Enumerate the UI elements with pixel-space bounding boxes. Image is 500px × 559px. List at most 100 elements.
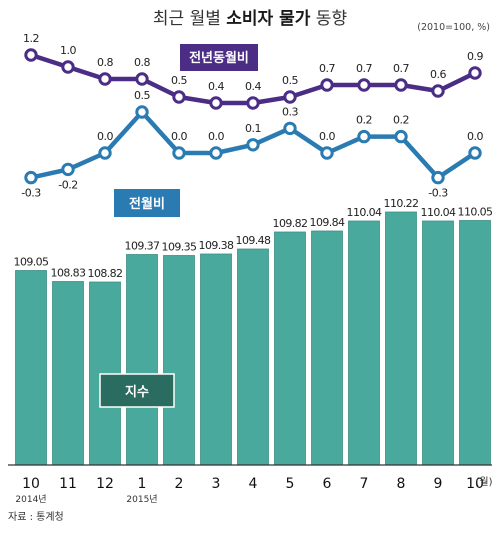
x-tick-label: 1 [138, 476, 147, 492]
month-unit: (월) [475, 476, 492, 488]
mom-point-label: -0.3 [428, 187, 448, 200]
unit-note: (2010=100, %) [417, 22, 490, 33]
index-bar-label: 110.04 [347, 206, 382, 219]
mom-point [98, 146, 112, 160]
yoy-point [283, 90, 297, 104]
mom-point [394, 129, 408, 144]
index-bar [15, 270, 47, 466]
yoy-point [394, 78, 408, 92]
yoy-point-label: 0.7 [356, 62, 372, 75]
yoy-point-label: 0.5 [171, 74, 187, 87]
yoy-point-label: 0.9 [467, 50, 483, 63]
mom-point [468, 146, 482, 160]
index-bar [348, 220, 380, 466]
index-bar [237, 248, 269, 466]
index-bar [385, 211, 417, 466]
mom-point [24, 170, 38, 185]
x-tick-label: 10 [22, 476, 40, 492]
mom-point-label: 0.5 [134, 89, 150, 102]
index-bar [311, 230, 343, 466]
index-bar [163, 255, 195, 466]
legend-yoy-label: 전년동월비 [189, 50, 249, 66]
yoy-point-label: 0.4 [208, 80, 224, 93]
yoy-point [468, 66, 482, 80]
mom-point-label: 0.0 [208, 130, 224, 143]
title-suffix: 동향 [310, 9, 347, 29]
index-bar [274, 231, 306, 466]
x-axis-ticks: 10 2014년 11 12 1 2015년 2 3 4 5 6 7 8 9 10 [15, 476, 484, 505]
index-bar-label: 109.38 [199, 239, 234, 252]
legend-index-box [99, 373, 175, 408]
legend-mom-box [114, 189, 180, 217]
yoy-point-label: 0.7 [319, 62, 335, 75]
mom-point-label: 0.0 [171, 130, 187, 143]
index-bar-label: 109.35 [162, 241, 197, 254]
yoy-series: 1.2 1.0 0.8 0.8 0.5 0.4 0.4 0.5 0.7 0.7 0.7 0.6 0.9 [23, 32, 484, 110]
mom-point-label: 0.0 [467, 130, 483, 143]
mom-point [61, 162, 75, 177]
index-bar-label: 109.48 [236, 234, 271, 247]
x-tick-year-label: 2014년 [15, 494, 46, 505]
x-tick-label: 3 [212, 476, 221, 492]
index-bar-label: 110.04 [421, 206, 456, 219]
yoy-point-label: 0.5 [282, 74, 298, 87]
yoy-point [357, 78, 371, 92]
yoy-point-label: 0.4 [245, 80, 261, 93]
x-tick-label: 7 [360, 476, 369, 492]
x-tick-label: 8 [397, 476, 406, 492]
yoy-point [61, 60, 75, 74]
mom-point-label: 0.0 [97, 130, 113, 143]
index-bar-label: 109.84 [310, 216, 345, 229]
svg-text:최근 월별 소비자 물가 동향: 최근 월별 소비자 물가 동향 [153, 9, 347, 29]
mom-point [431, 170, 445, 185]
yoy-point [24, 48, 38, 62]
mom-point [357, 129, 371, 144]
x-tick-label: 12 [96, 476, 114, 492]
legend-yoy-box [180, 44, 258, 71]
x-tick-label: 9 [434, 476, 443, 492]
index-bar [422, 220, 454, 466]
mom-point-label: 0.0 [319, 130, 335, 143]
x-tick-label: 2 [175, 476, 184, 492]
index-bar-label: 108.82 [88, 267, 123, 280]
mom-point [209, 146, 223, 160]
index-bar-label: 108.83 [51, 267, 86, 280]
mom-point [283, 121, 297, 136]
yoy-point-label: 0.8 [134, 56, 150, 69]
title-bold: 소비자 물가 [226, 9, 310, 29]
legend-yoy: 전년동월비 [180, 44, 258, 71]
yoy-point [172, 90, 186, 104]
index-bar [200, 253, 232, 466]
mom-point [135, 105, 149, 119]
mom-point-label: -0.2 [58, 178, 77, 191]
legend-mom: 전월비 [114, 189, 180, 217]
legend-index-label: 지수 [125, 385, 149, 400]
yoy-point-label: 1.2 [23, 32, 39, 45]
yoy-point [320, 78, 334, 92]
x-tick-label: 11 [59, 476, 77, 492]
index-bar [459, 220, 491, 466]
legend-mom-label: 전월비 [129, 196, 165, 212]
x-tick-label: 5 [286, 476, 295, 492]
mom-point-label: -0.3 [21, 187, 41, 200]
index-bar-label: 109.05 [14, 256, 49, 269]
mom-point [320, 146, 334, 160]
x-tick-label: 10 [466, 476, 484, 492]
mom-point-label: 0.1 [245, 122, 261, 135]
yoy-point [431, 84, 445, 98]
index-bars [15, 211, 491, 466]
index-bar-label: 110.05 [458, 206, 493, 219]
yoy-point-label: 0.7 [393, 62, 409, 75]
index-bar-label: 109.37 [125, 240, 160, 253]
mom-point-label: 0.2 [393, 114, 409, 127]
mom-point [172, 146, 186, 160]
yoy-point-label: 0.6 [430, 68, 446, 81]
x-tick-year-label: 2015년 [126, 494, 157, 505]
index-bar [126, 254, 158, 466]
mom-point-label: 0.3 [282, 105, 298, 118]
chart-title: 최근 월별 소비자 물가 동향 [153, 9, 347, 29]
source-note: 자료 : 통계청 [8, 511, 64, 523]
yoy-point [209, 96, 223, 110]
